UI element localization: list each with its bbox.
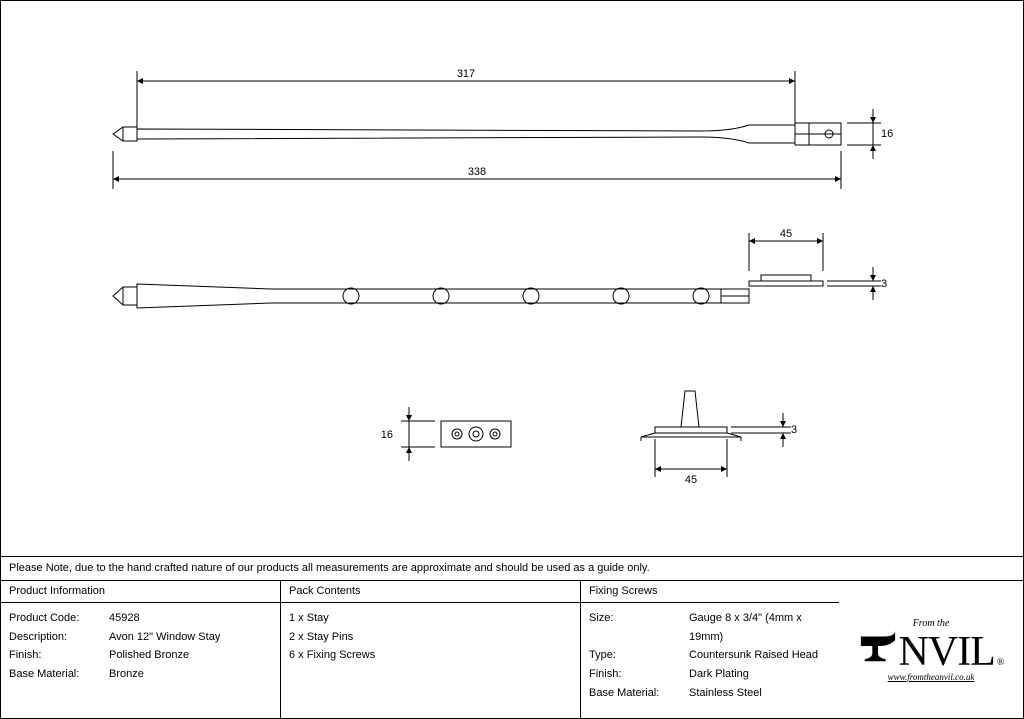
screws-size-value: Gauge 8 x 3/4" (4mm x 19mm) bbox=[689, 609, 831, 646]
dim-338: 338 bbox=[468, 166, 486, 178]
product-desc-label: Description: bbox=[9, 628, 109, 647]
dim-3-side: 3 bbox=[881, 278, 887, 290]
screws-base-value: Stainless Steel bbox=[689, 684, 831, 703]
pack-item: 1 x Stay bbox=[289, 609, 572, 628]
anvil-icon bbox=[859, 627, 897, 665]
pack-contents-header: Pack Contents bbox=[281, 581, 580, 603]
fixing-screws-column: Fixing Screws Size:Gauge 8 x 3/4" (4mm x… bbox=[581, 581, 839, 718]
dim-16-plate: 16 bbox=[381, 429, 393, 441]
product-base-label: Base Material: bbox=[9, 665, 109, 684]
product-finish-value: Polished Bronze bbox=[109, 646, 272, 665]
screws-finish-label: Finish: bbox=[589, 665, 689, 684]
drawing-svg: 317 16 338 bbox=[1, 1, 1024, 556]
logo-main: NVIL ® bbox=[859, 627, 1004, 676]
screws-type-value: Countersunk Raised Head bbox=[689, 646, 831, 665]
product-base-value: Bronze bbox=[109, 665, 272, 684]
pack-item: 2 x Stay Pins bbox=[289, 628, 572, 647]
info-table: Product Information Product Code:45928 D… bbox=[1, 580, 1023, 718]
product-finish-label: Finish: bbox=[9, 646, 109, 665]
product-code-label: Product Code: bbox=[9, 609, 109, 628]
pack-item: 6 x Fixing Screws bbox=[289, 646, 572, 665]
logo-column: From the NVIL ® www.fromtheanvil.co.uk bbox=[839, 581, 1023, 718]
pack-contents-column: Pack Contents 1 x Stay 2 x Stay Pins 6 x… bbox=[281, 581, 581, 718]
note-text: Please Note, due to the hand crafted nat… bbox=[9, 562, 650, 574]
dim-45-side: 45 bbox=[780, 228, 792, 240]
note-row: Please Note, due to the hand crafted nat… bbox=[1, 556, 1023, 580]
screws-base-label: Base Material: bbox=[589, 684, 689, 703]
product-info-header: Product Information bbox=[1, 581, 280, 603]
technical-drawing: 317 16 338 bbox=[1, 1, 1023, 556]
product-code-value: 45928 bbox=[109, 609, 272, 628]
screws-size-label: Size: bbox=[589, 609, 689, 646]
product-info-column: Product Information Product Code:45928 D… bbox=[1, 581, 281, 718]
logo-text: NVIL bbox=[899, 628, 995, 676]
product-desc-value: Avon 12" Window Stay bbox=[109, 628, 272, 647]
dim-3-pin: 3 bbox=[791, 424, 797, 436]
dim-45-pin: 45 bbox=[685, 474, 697, 486]
logo-registered: ® bbox=[997, 657, 1004, 668]
screws-type-label: Type: bbox=[589, 646, 689, 665]
screws-finish-value: Dark Plating bbox=[689, 665, 831, 684]
dim-317: 317 bbox=[457, 68, 475, 80]
fixing-screws-header: Fixing Screws bbox=[581, 581, 839, 603]
dim-16-top: 16 bbox=[881, 128, 893, 140]
